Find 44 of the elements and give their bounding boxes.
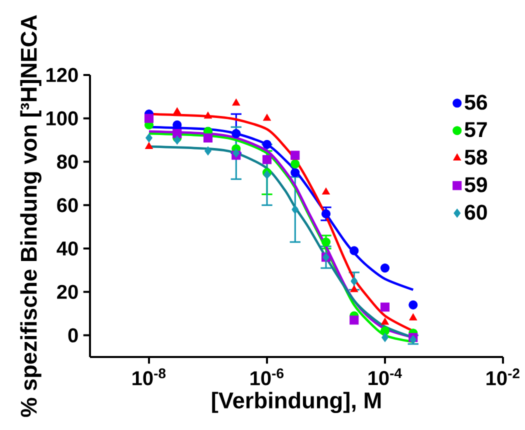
y-tick-label: 0	[68, 328, 78, 342]
y-tick-label: 100	[46, 111, 78, 126]
point	[174, 136, 181, 145]
point	[380, 264, 390, 273]
point	[146, 133, 152, 142]
point	[290, 168, 300, 178]
point	[350, 246, 359, 256]
legend-label: 56	[464, 94, 488, 110]
point	[262, 140, 272, 149]
x-tick-label: 10$^{-6}$	[250, 368, 284, 386]
point	[322, 188, 330, 195]
point	[144, 114, 154, 123]
legend-label: 60	[464, 204, 487, 220]
y-tick-label: 120	[46, 68, 78, 82]
point	[350, 285, 358, 292]
x-tick-label: 10$^{-4}$	[368, 368, 402, 386]
point	[380, 302, 390, 312]
x-axis-title: [Verbindung], M	[212, 392, 381, 414]
point	[203, 133, 213, 142]
legend-label: 59	[464, 177, 487, 192]
x-tick-label: 10$^{-8}$	[132, 368, 166, 386]
point	[409, 313, 418, 320]
point	[262, 155, 272, 164]
point	[290, 159, 300, 168]
point	[350, 316, 359, 325]
point	[408, 300, 418, 310]
legend-label: 58	[464, 150, 488, 165]
point	[381, 318, 389, 325]
y-axis-title: % spezifische Bindung von [³H]NECA	[20, 15, 42, 417]
legend-label: 57	[464, 122, 487, 138]
y-tick-label: 80	[57, 154, 78, 169]
y-tick-label: 40	[56, 241, 78, 256]
point	[232, 98, 240, 106]
x-tick-label: 10$^{-2}$	[486, 368, 520, 386]
y-tick-label: 60	[57, 198, 78, 212]
point	[204, 112, 212, 119]
point	[380, 326, 390, 336]
point	[204, 146, 212, 156]
point	[382, 332, 388, 342]
point	[145, 142, 153, 149]
y-tick-label: 20	[57, 284, 78, 299]
point	[173, 107, 182, 114]
point	[172, 129, 182, 138]
point	[263, 114, 271, 121]
